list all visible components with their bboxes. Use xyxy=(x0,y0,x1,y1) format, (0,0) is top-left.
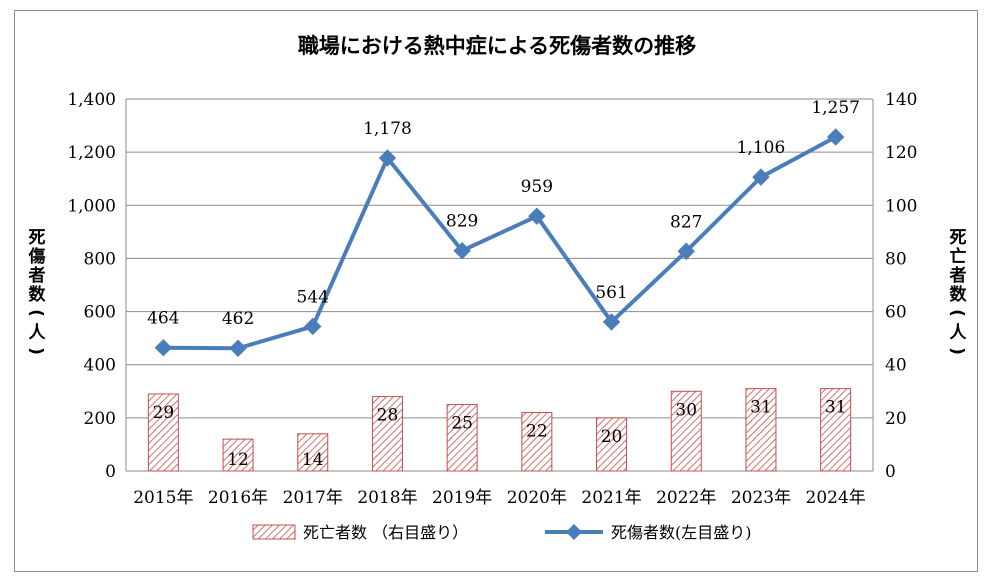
line-marker xyxy=(602,313,621,331)
bar-value-label: 25 xyxy=(451,414,473,434)
y-left-tick-label: 400 xyxy=(84,356,116,376)
y-right-tick-label: 140 xyxy=(885,90,917,110)
y-right-tick-label: 40 xyxy=(885,356,907,376)
bar xyxy=(820,388,852,472)
axis-title-char: 死 xyxy=(29,228,46,248)
line-value-label: 1,257 xyxy=(811,98,860,118)
line-marker xyxy=(826,128,845,146)
bar xyxy=(596,417,628,472)
bar xyxy=(297,433,329,472)
axis-title-char: 死 xyxy=(950,228,967,248)
axis-title-char: 人 xyxy=(950,323,968,343)
y-right-tick-label: 60 xyxy=(885,303,907,323)
line-value-label: 829 xyxy=(446,212,478,232)
y-right-tick-label: 0 xyxy=(885,462,896,482)
line-value-label: 544 xyxy=(297,287,329,307)
line-value-label: 561 xyxy=(595,283,627,303)
y-right-tick-label: 100 xyxy=(885,196,917,216)
line-marker xyxy=(154,339,173,357)
y-left-axis-title: 死傷者数 ( 人) xyxy=(26,228,47,355)
axis-title-char: 亡 xyxy=(950,246,967,267)
y-left-tick-label: 1,400 xyxy=(67,90,116,110)
x-tick-label: 2015年 xyxy=(133,488,193,508)
bar-value-label: 31 xyxy=(825,398,847,418)
y-left-tick-label: 1,000 xyxy=(67,196,116,216)
x-tick-label: 2016年 xyxy=(208,488,268,508)
bar-value-label: 28 xyxy=(377,406,399,426)
line-value-label: 959 xyxy=(521,177,553,197)
bar-series xyxy=(147,388,852,472)
legend-line-label: 死傷者数(左目盛り) xyxy=(611,523,752,542)
axis-title-char: 者 xyxy=(28,265,46,286)
line-path xyxy=(163,135,837,351)
line-series xyxy=(154,128,845,357)
axis-title-char: 人 xyxy=(29,323,47,343)
bar-value-label: 31 xyxy=(750,398,772,418)
y-right-tick-label: 20 xyxy=(885,409,907,429)
y-left-tick-label: 1,200 xyxy=(67,143,116,163)
axis-title-char: ( xyxy=(26,309,46,317)
legend-bar-label: 死亡者数 （右目盛り） xyxy=(303,523,468,542)
axis-title-char: 数 xyxy=(950,284,968,305)
x-tick-label: 2018年 xyxy=(357,488,417,508)
y-left-tick-label: 0 xyxy=(105,462,116,482)
bar-value-label: 12 xyxy=(227,450,249,470)
bar xyxy=(147,393,179,472)
x-tick-label: 2023年 xyxy=(731,488,791,508)
y-left-tick-label: 200 xyxy=(84,409,116,429)
chart-title: 職場における熱中症による死傷者数の推移 xyxy=(298,34,696,58)
bar xyxy=(745,388,777,472)
line-marker xyxy=(453,242,471,260)
bar-value-label: 14 xyxy=(302,450,324,470)
line-marker xyxy=(229,339,247,357)
axis-title-char: 者 xyxy=(949,265,967,286)
y-left-tick-label: 800 xyxy=(84,249,116,269)
x-tick-label: 2019年 xyxy=(432,488,492,508)
legend-line-marker xyxy=(566,524,582,540)
legend: 死亡者数 （右目盛り） 死傷者数(左目盛り) xyxy=(252,523,752,542)
line-marker xyxy=(528,207,546,225)
bar xyxy=(670,390,702,472)
axis-title-char: 傷 xyxy=(28,246,46,267)
axis-titles: 死傷者数(人)死亡者数(人) xyxy=(26,228,968,355)
data-labels: 29 12 14 28 25 22 20 30 31 31 464 462 544 1,178 829 959… xyxy=(147,98,860,470)
bar xyxy=(222,438,254,472)
bar-value-label: 30 xyxy=(675,400,697,420)
gridlines xyxy=(125,98,874,472)
y-left-tick-label: 600 xyxy=(84,303,116,323)
x-tick-label: 2017年 xyxy=(283,488,343,508)
legend-bar-swatch xyxy=(252,524,296,540)
bar xyxy=(446,404,478,472)
line-marker xyxy=(378,149,397,167)
line-marker xyxy=(304,317,322,336)
x-tick-label: 2024年 xyxy=(806,488,866,508)
y-right-axis-title: 死亡者数 ( 人) xyxy=(947,228,968,355)
x-tick-label: 2022年 xyxy=(656,488,716,508)
axis-ticks: 0 200 400 600 800 1,000 1,200 1,400 0 20 40 60 80 100… xyxy=(67,90,917,508)
line-value-label: 464 xyxy=(147,309,179,329)
axis-title-char: 数 xyxy=(29,284,47,305)
x-tick-label: 2021年 xyxy=(581,488,641,508)
bar xyxy=(521,412,553,472)
bar-value-label: 20 xyxy=(601,427,623,447)
axis-title-char: ) xyxy=(26,347,46,355)
x-tick-label: 2020年 xyxy=(507,488,567,508)
bar-value-label: 22 xyxy=(526,422,548,442)
line-marker xyxy=(677,242,695,260)
y-right-tick-label: 80 xyxy=(885,249,907,269)
axis-title-char: ( xyxy=(947,309,967,317)
axis-title-char: ) xyxy=(947,347,967,355)
line-value-label: 1,106 xyxy=(737,138,786,158)
chart-svg: 職場における熱中症による死傷者数の推移 02004006008001,0001,… xyxy=(26,34,968,542)
bar-value-label: 29 xyxy=(153,403,175,423)
line-value-label: 827 xyxy=(670,212,702,232)
chart-frame: 職場における熱中症による死傷者数の推移 0 200 400 600 800 1,000 1,… xyxy=(14,10,978,572)
line-value-label: 1,178 xyxy=(363,119,412,139)
y-right-tick-label: 120 xyxy=(885,143,917,163)
line-value-label: 462 xyxy=(222,309,254,329)
line-marker xyxy=(752,168,770,186)
bar xyxy=(371,396,403,472)
